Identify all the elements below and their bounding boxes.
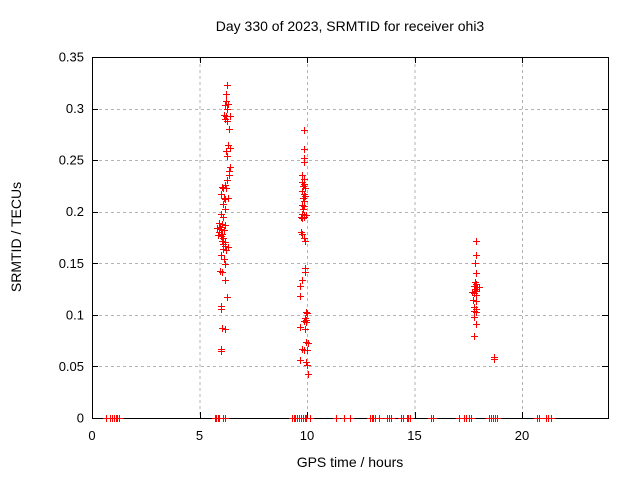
chart-title: Day 330 of 2023, SRMTID for receiver ohi… xyxy=(215,18,485,34)
y-tick-label: 0.25 xyxy=(59,153,84,168)
y-tick-label: 0.3 xyxy=(66,101,84,116)
x-axis-label: GPS time / hours xyxy=(296,454,404,470)
plot-border xyxy=(92,57,609,419)
x-tick-label: 15 xyxy=(407,428,421,443)
y-tick-label: 0.05 xyxy=(59,359,84,374)
x-tick-label: 0 xyxy=(88,428,95,443)
data-point-markers xyxy=(103,82,555,422)
y-tick-label: 0.1 xyxy=(66,307,84,322)
x-tick-label: 10 xyxy=(300,428,314,443)
y-tick-label: 0.35 xyxy=(59,50,84,65)
y-tick-label: 0 xyxy=(77,411,84,426)
x-tick-label: 5 xyxy=(196,428,203,443)
x-tick-label: 20 xyxy=(515,428,529,443)
y-tick-label: 0.15 xyxy=(59,256,84,271)
y-tick-label: 0.2 xyxy=(66,204,84,219)
